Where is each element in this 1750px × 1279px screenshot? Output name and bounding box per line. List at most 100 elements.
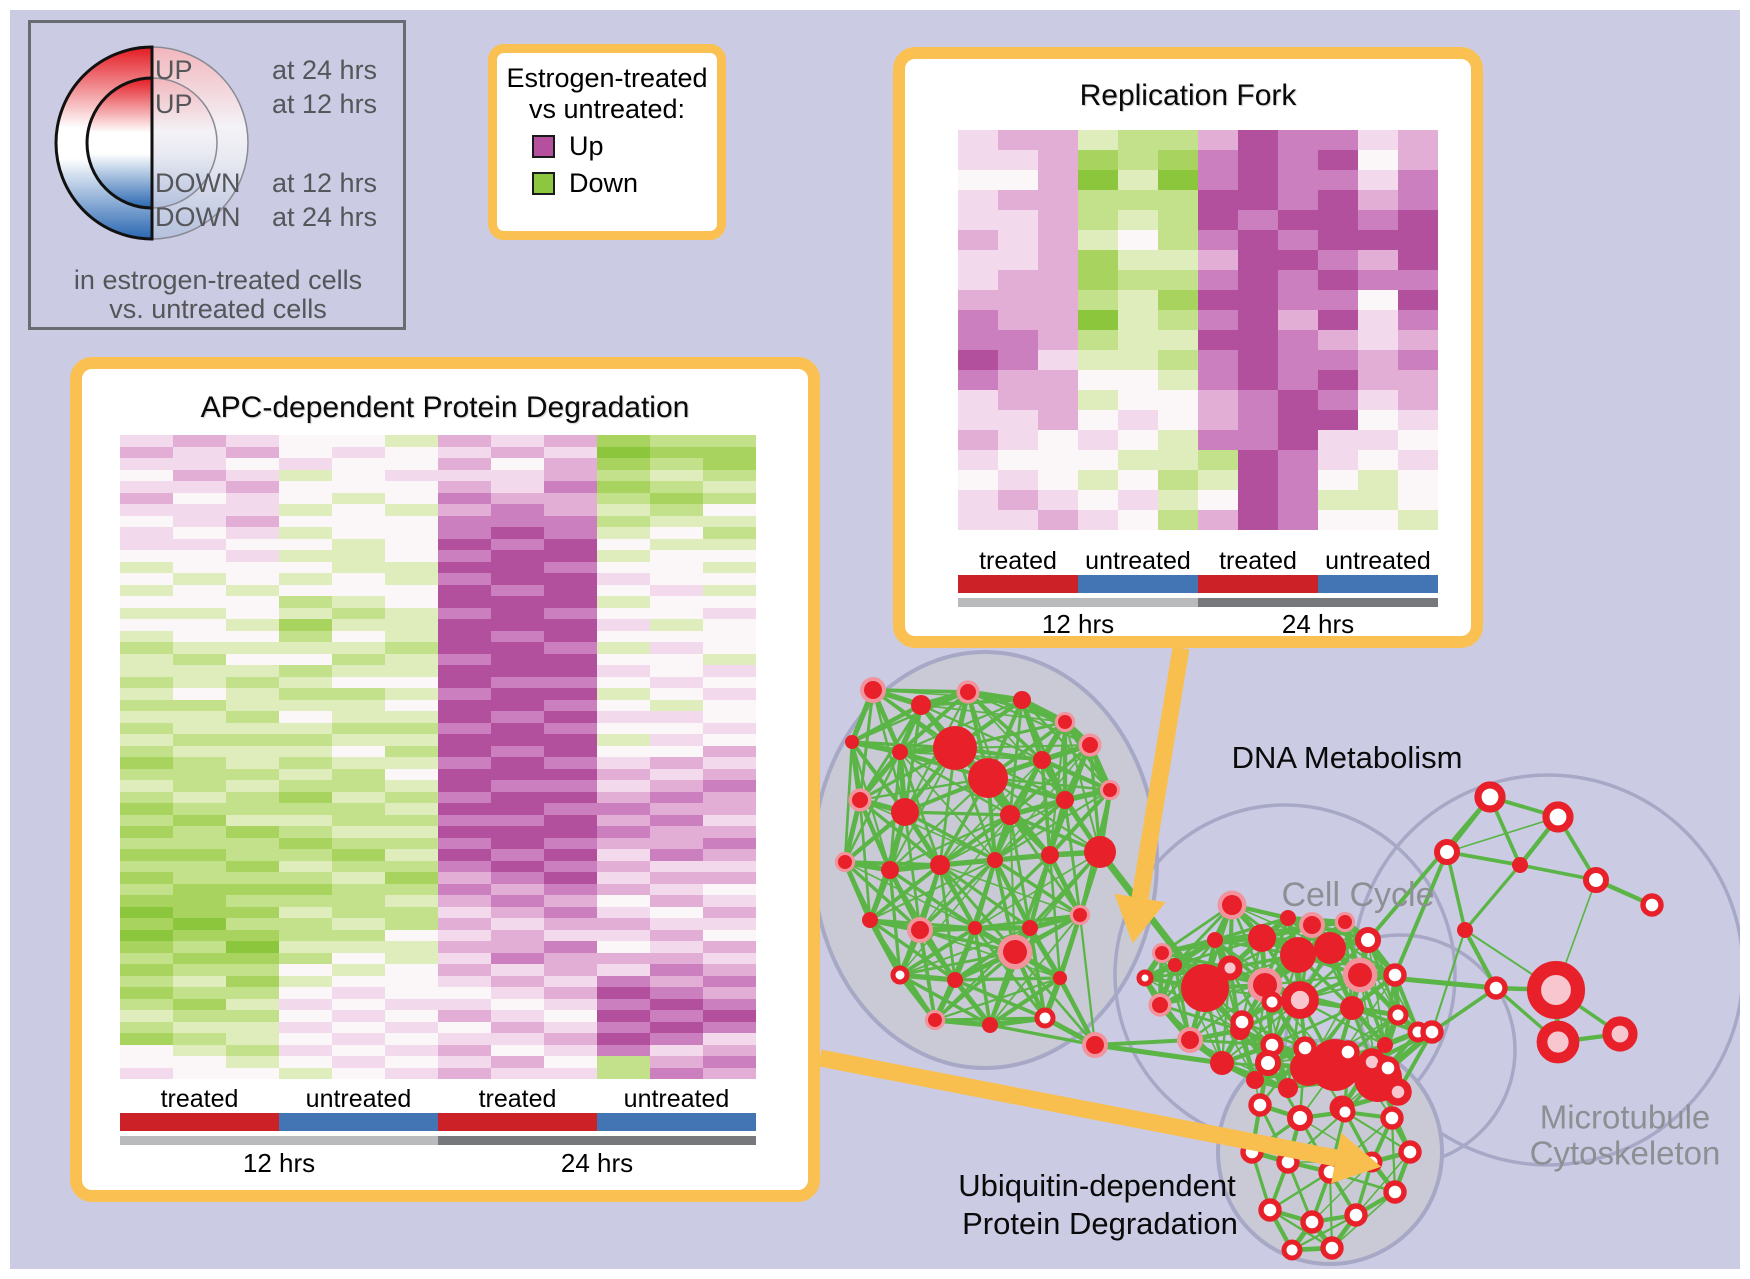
heatmap-cell [597,837,650,849]
heatmap-cell [120,527,173,539]
heatmap-cell [1078,150,1118,170]
heatmap-cell [438,906,491,918]
heatmap-cell [650,665,703,677]
heatmap-cell [597,722,650,734]
heatmap-cell [438,699,491,711]
heatmap-cell [332,458,385,470]
heatmap-cell [1318,410,1358,430]
heatmap-cell [1238,510,1278,530]
heatmap-cell [279,504,332,516]
heatmap-cell [226,780,279,792]
heatmap-cell [173,607,226,619]
heatmap-cell [120,630,173,642]
heatmap-cell [1038,410,1078,430]
heatmap-cell [544,458,597,470]
heatmap-cell [120,906,173,918]
heatmap-cell [332,849,385,861]
heatmap-cell [438,745,491,757]
network-node [1340,996,1364,1020]
heatmap-cell [438,435,491,447]
heatmap-cell [544,918,597,930]
heatmap-cell [544,527,597,539]
heatmap-cell [650,1056,703,1068]
heatmap-cell [120,987,173,999]
heatmap-cell [1118,330,1158,350]
heatmap-cell [1078,190,1118,210]
heatmap-cell [438,446,491,458]
heatmap-cell [1278,390,1318,410]
heatmap-cell [173,561,226,573]
heatmap-cell [1158,350,1198,370]
heatmap-cell [226,803,279,815]
heatmap-cell [438,515,491,527]
heatmap-cell [385,906,438,918]
heatmap-cell [173,665,226,677]
heatmap-cell [1078,450,1118,470]
heatmap-cell [703,653,756,665]
heatmap-cell [173,837,226,849]
heatmap-cell [703,573,756,585]
heatmap-cell [1278,310,1318,330]
heatmap-cell [120,1067,173,1079]
heatmap-cell [1278,130,1318,150]
heatmap-cell [279,607,332,619]
heatmap-cell [597,711,650,723]
heatmap-cell [650,1010,703,1022]
heatmap-cell [226,872,279,884]
heatmap-cell [1038,310,1078,330]
heatmap-cell [998,310,1038,330]
heatmap-cell [1318,490,1358,510]
heatmap-cell [385,550,438,562]
heatmap-cell [998,470,1038,490]
heatmap-cell [226,481,279,493]
heatmap-cell [491,619,544,631]
heatmap-cell [1078,510,1118,530]
heatmap-cell [958,290,998,310]
heatmap-cell [226,757,279,769]
heatmap-cell [173,929,226,941]
network-node [1280,910,1296,926]
heatmap-cell [120,918,173,930]
network-node [928,1013,942,1027]
heatmap-cell [491,607,544,619]
untreated-bar [597,1113,756,1131]
heatmap-cell [597,515,650,527]
heatmap-cell [1158,390,1198,410]
heatmap-cell [1318,330,1358,350]
heatmap-cell [385,469,438,481]
heatmap-cell [438,561,491,573]
heatmap-cell [120,446,173,458]
network-node [1348,963,1372,987]
heatmap-cell [650,711,703,723]
heatmap-cell [438,550,491,562]
network-node [1255,1050,1281,1076]
group-label-treated-24: treated [1219,547,1297,575]
heatmap-cell [120,734,173,746]
heatmap-cell [1238,150,1278,170]
heatmap-cell [544,619,597,631]
heatmap-cell [544,883,597,895]
heatmap-cell [597,987,650,999]
heatmap-cell [438,1033,491,1045]
heatmap-cell [438,1044,491,1056]
heatmap-cell [226,711,279,723]
network-node [1380,1106,1404,1130]
heatmap-cell [1198,410,1238,430]
heatmap-cell [438,975,491,987]
heatmap-cell [173,469,226,481]
heatmap-cell [385,538,438,550]
heatmap-cell [173,699,226,711]
heatmap-cell [173,941,226,953]
heatmap-cell [1278,370,1318,390]
heatmap-cell [1358,150,1398,170]
heatmap-cell [226,665,279,677]
ring-time-12-down: at 12 hrs [272,168,377,198]
heatmap-cell [332,860,385,872]
heatmap-cell [703,642,756,654]
heatmap-cell [385,699,438,711]
network-node [1278,1078,1298,1098]
heatmap-cell [491,757,544,769]
heatmap-cell [279,481,332,493]
heatmap-cell [703,630,756,642]
